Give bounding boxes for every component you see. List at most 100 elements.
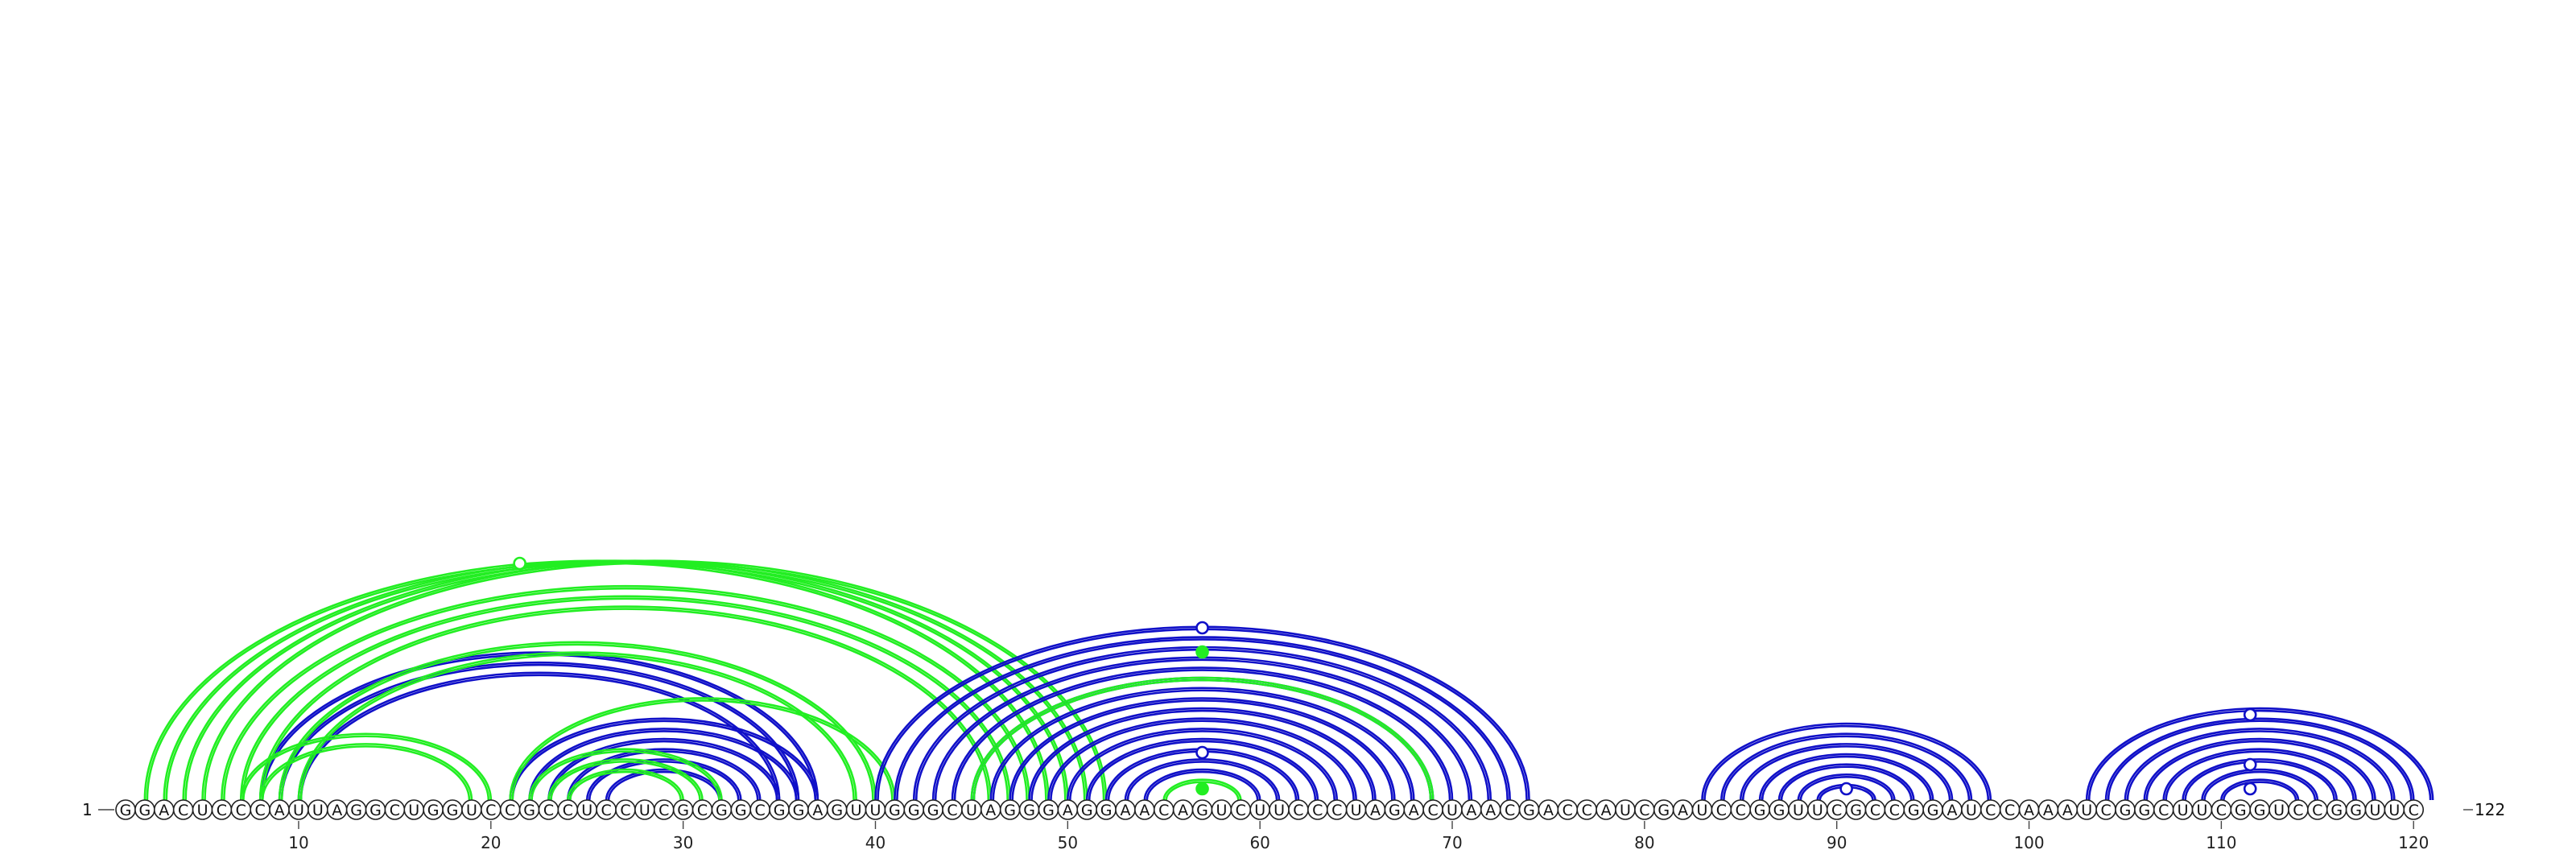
base-pair-arc xyxy=(297,651,857,801)
nucleotide: G xyxy=(1653,799,1674,820)
nucleotide: U xyxy=(2384,799,2405,820)
nucleotide: C xyxy=(1711,799,1732,820)
base-pair-arc-inner xyxy=(1799,776,1893,801)
nucleotide-letter: G xyxy=(1042,802,1055,819)
base-pair-arc xyxy=(2143,738,2376,801)
base-pair-arc-inner xyxy=(261,745,471,801)
base-pair-arc-inner xyxy=(2203,770,2317,801)
base-pair-arc-inner xyxy=(242,597,1009,801)
sequence-start-label: 1 xyxy=(82,800,93,819)
base-pair-arc-inner xyxy=(934,658,1471,801)
nucleotide: G xyxy=(788,799,809,820)
nucleotide: A xyxy=(269,799,290,820)
nucleotide: G xyxy=(884,799,906,820)
base-pair-arc xyxy=(1067,728,1339,801)
nucleotide-letter: C xyxy=(1831,802,1842,819)
nucleotide: C xyxy=(250,799,270,820)
nucleotide-letter: C xyxy=(390,802,400,819)
base-pair-arc-inner xyxy=(299,654,855,801)
nucleotide-letter: C xyxy=(255,802,266,819)
nucleotide-letter: A xyxy=(1543,802,1554,819)
nucleotide-letter: A xyxy=(1485,802,1496,819)
base-pair-arc xyxy=(528,748,723,801)
nucleotide-letter: C xyxy=(217,802,227,819)
nucleotide-letter: G xyxy=(889,802,901,819)
base-pair-arc xyxy=(2201,768,2319,801)
arc-marker xyxy=(513,556,526,571)
nucleotide-letter: C xyxy=(755,802,766,819)
base-pair-arc xyxy=(970,677,1435,801)
base-pair-arc-inner xyxy=(607,770,720,801)
nucleotide: A xyxy=(1172,799,1194,820)
nucleotide-letter: A xyxy=(1947,802,1958,819)
arc-markers xyxy=(513,556,2257,796)
nucleotide-letter: U xyxy=(293,802,304,819)
nucleotide-letter: A xyxy=(275,802,285,819)
nucleotide-letter: G xyxy=(1657,802,1670,819)
nucleotide: G xyxy=(1038,799,1059,820)
arc-marker xyxy=(2243,782,2257,796)
nucleotide: U xyxy=(1807,799,1828,820)
base-pair-arc-inner xyxy=(1050,720,1355,801)
nucleotide: C xyxy=(2307,799,2328,820)
base-pair-arc xyxy=(1758,753,1934,801)
nucleotide-letter: U xyxy=(1216,802,1227,819)
nucleotide-letter: A xyxy=(1409,802,1419,819)
nucleotide-letter: C xyxy=(658,802,669,819)
nucleotide: G xyxy=(2326,799,2347,820)
base-pair-arc xyxy=(1739,743,1954,801)
nucleotide: C xyxy=(596,799,617,820)
nucleotide-letter: U xyxy=(408,802,419,819)
tick-label: 80 xyxy=(1634,833,1654,852)
nucleotide: G xyxy=(365,799,386,820)
arc-marker xyxy=(1195,782,1209,796)
nucleotide: U xyxy=(403,799,425,820)
nucleotide-letter: A xyxy=(1601,802,1612,819)
nucleotide: A xyxy=(2037,799,2059,820)
nucleotide-letter: G xyxy=(427,802,440,819)
nucleotide-letter: A xyxy=(159,802,169,819)
tick-label: 20 xyxy=(481,833,501,852)
base-pair-arc-inner xyxy=(2087,709,2432,801)
nucleotide-letter: G xyxy=(2254,802,2266,819)
nucleotide-letter: U xyxy=(2370,802,2381,819)
nucleotide: A xyxy=(1538,799,1559,820)
nucleotide-letter: C xyxy=(485,802,496,819)
tick-label: 120 xyxy=(2398,833,2429,852)
base-pair-arc xyxy=(1028,707,1377,801)
nucleotide: U xyxy=(576,799,598,820)
nucleotide-letter: C xyxy=(1716,802,1727,819)
base-pair-arc xyxy=(528,728,800,801)
nucleotide-letter: C xyxy=(1158,802,1169,819)
nucleotide-letter: C xyxy=(1427,802,1438,819)
nucleotide: U xyxy=(845,799,867,820)
base-pair-arc-inner xyxy=(2223,781,2297,801)
nucleotide: G xyxy=(423,799,444,820)
nucleotide: G xyxy=(345,799,367,820)
nucleotide: G xyxy=(903,799,925,820)
nucleotide-letter: G xyxy=(1196,802,1208,819)
nucleotide-letter: U xyxy=(2388,802,2400,819)
base-pair-arc xyxy=(221,585,1030,801)
nucleotide: G xyxy=(1518,799,1540,820)
base-pair-arc-inner xyxy=(299,674,778,801)
base-pair-arc xyxy=(567,768,684,801)
base-pair-arc-inner xyxy=(1088,740,1317,801)
nucleotide: A xyxy=(980,799,1001,820)
nucleotide-letter: A xyxy=(1178,802,1188,819)
nucleotide-letter: C xyxy=(947,802,957,819)
arc-marker xyxy=(2243,757,2257,772)
nucleotide-letter: A xyxy=(2062,802,2073,819)
nucleotide: U xyxy=(2268,799,2289,820)
nucleotide: U xyxy=(1269,799,1290,820)
nucleotide-letter: C xyxy=(505,802,515,819)
nucleotide: C xyxy=(1884,799,1905,820)
nucleotide-letter: G xyxy=(2350,802,2362,819)
base-pair-arc xyxy=(278,641,877,801)
nucleotide: A xyxy=(1364,799,1386,820)
nucleotide-letter: G xyxy=(1850,802,1862,819)
nucleotide: G xyxy=(2249,799,2270,820)
nucleotide-letter: C xyxy=(543,802,554,819)
nucleotide-letter: U xyxy=(197,802,208,819)
